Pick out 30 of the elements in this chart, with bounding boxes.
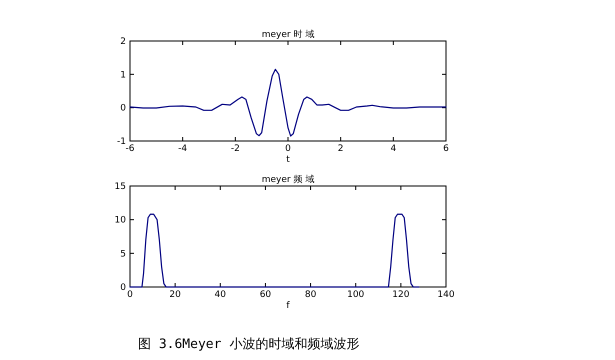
x-tick-label: 140 [437, 290, 455, 300]
x-tick-label: 4 [390, 144, 396, 154]
x-tick-label: 100 [347, 290, 365, 300]
x-tick-label: 6 [443, 144, 450, 154]
x-tick-label: -6 [126, 144, 135, 154]
x-tick-label: 0 [285, 144, 292, 154]
x-tick-label: 2 [338, 144, 344, 154]
y-tick-label: -1 [117, 137, 126, 147]
y-tick-label: 0 [120, 283, 126, 293]
chart-title: meyer 时 域 [262, 29, 314, 40]
x-tick-label: -2 [230, 144, 240, 154]
x-tick-label: 40 [214, 290, 226, 300]
x-tick-label: 80 [304, 290, 317, 300]
x-tick-label: 0 [127, 290, 134, 300]
y-tick-label: 0 [120, 104, 126, 114]
y-tick-label: 15 [114, 182, 126, 192]
chart-title: meyer 频 域 [262, 174, 314, 185]
line-series [129, 68, 447, 137]
y-tick-label: 2 [120, 37, 126, 47]
x-axis-title: f [286, 301, 290, 311]
line-series [129, 214, 420, 288]
x-tick-label: 20 [169, 290, 182, 300]
caption: 图 3.6Meyer 小波的时域和频域波形 [138, 337, 360, 352]
x-axis-title: t [286, 155, 290, 165]
x-tick-label: -4 [178, 144, 188, 154]
x-tick-label: 60 [260, 290, 272, 300]
y-tick-label: 1 [120, 70, 126, 80]
y-tick-label: 5 [120, 249, 126, 260]
y-tick-label: 10 [114, 216, 126, 226]
x-tick-label: 120 [392, 290, 410, 300]
